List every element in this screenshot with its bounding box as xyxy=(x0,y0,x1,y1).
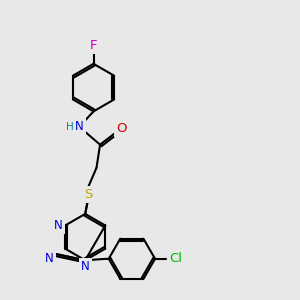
Text: O: O xyxy=(116,122,127,135)
Text: S: S xyxy=(84,188,92,201)
Text: Cl: Cl xyxy=(169,252,182,265)
Text: H: H xyxy=(66,122,74,132)
Text: N: N xyxy=(75,120,84,133)
Text: F: F xyxy=(90,39,97,52)
Text: N: N xyxy=(45,252,54,265)
Text: N: N xyxy=(54,219,63,232)
Text: N: N xyxy=(81,260,90,273)
